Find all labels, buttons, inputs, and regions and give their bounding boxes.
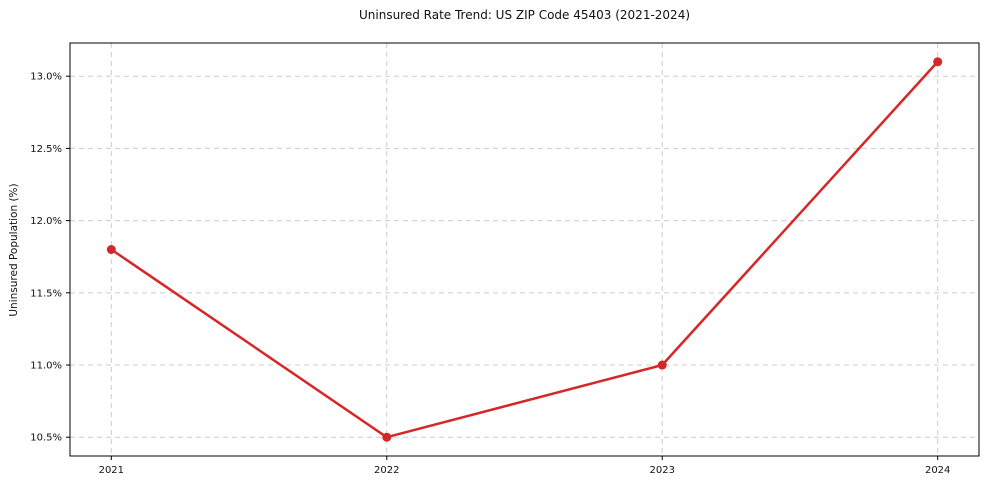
data-point-2024 (933, 57, 943, 67)
y-tick-label-10.5%: 10.5% (30, 433, 62, 444)
data-point-2021 (106, 245, 116, 254)
chart-title: Uninsured Rate Trend: US ZIP Code 45403 … (358, 8, 691, 22)
x-tick-label-2022: 2022 (374, 465, 399, 476)
x-tick-label-2023: 2023 (650, 465, 675, 476)
data-point-2022 (382, 432, 392, 442)
data-point-2023 (657, 360, 667, 370)
y-tick-label-11.0%: 11.0% (30, 361, 62, 372)
trend-line (110, 60, 939, 439)
y-tick-label-12.5%: 12.5% (30, 144, 62, 155)
y-tick-label-11.5%: 11.5% (30, 288, 62, 299)
y-tick-label-13.0%: 13.0% (30, 72, 62, 83)
plot-border (69, 42, 980, 457)
x-tick-label-2024: 2024 (925, 465, 950, 476)
x-tick-label-2021: 2021 (99, 465, 124, 476)
y-tick-label-12.0%: 12.0% (30, 216, 62, 227)
